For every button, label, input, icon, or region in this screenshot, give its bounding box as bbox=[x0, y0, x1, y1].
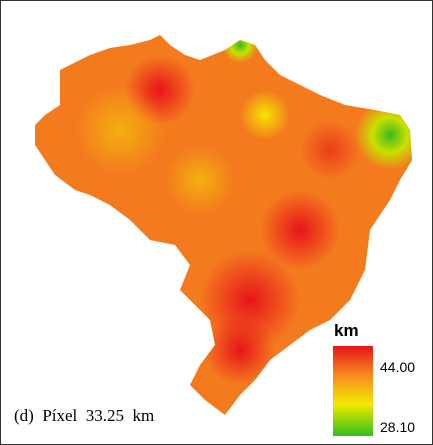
caption: (d) Píxel 33.25 km bbox=[14, 406, 154, 425]
legend-max-label: 44.00 bbox=[380, 359, 415, 375]
legend-title: km bbox=[334, 321, 359, 340]
legend-min-label: 28.10 bbox=[380, 419, 415, 435]
legend-colorbar bbox=[333, 346, 373, 436]
caption-box bbox=[8, 400, 193, 430]
